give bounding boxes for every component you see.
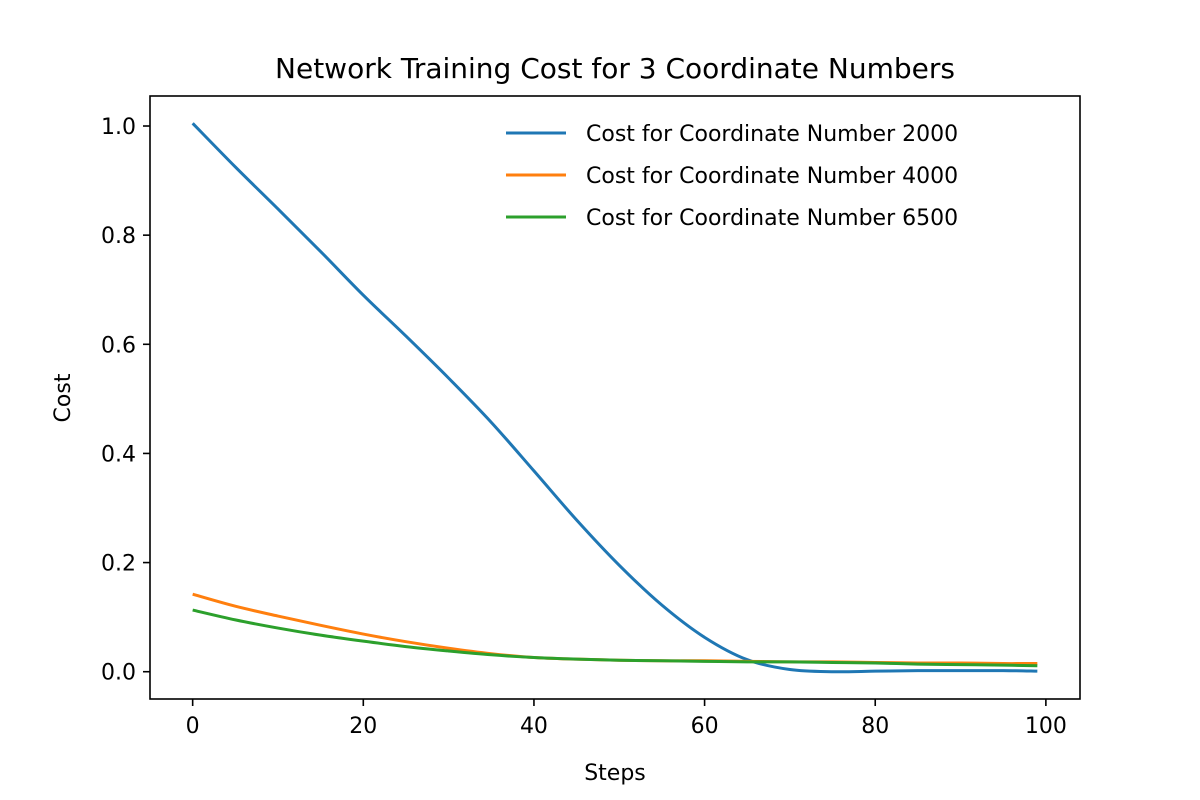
x-tick-label: 80 bbox=[861, 714, 889, 739]
x-tick-label: 100 bbox=[1025, 714, 1067, 739]
y-tick-label: 0.4 bbox=[101, 442, 136, 467]
y-tick-label: 0.6 bbox=[101, 333, 136, 358]
legend: Cost for Coordinate Number 2000 Cost for … bbox=[506, 122, 958, 231]
series-line-3 bbox=[192, 608, 1038, 668]
y-tick-label: 0.8 bbox=[101, 224, 136, 249]
series-layer bbox=[191, 122, 1038, 674]
y-tick-label: 0.2 bbox=[101, 552, 136, 577]
x-axis: 0 20 40 60 80 100 bbox=[186, 699, 1067, 739]
legend-entry: Cost for Coordinate Number 4000 bbox=[586, 164, 958, 189]
y-axis: 0.0 0.2 0.4 0.6 0.8 1.0 bbox=[101, 115, 150, 686]
x-tick-label: 40 bbox=[520, 714, 548, 739]
chart-title: Network Training Cost for 3 Coordinate N… bbox=[275, 52, 955, 85]
x-axis-label: Steps bbox=[584, 761, 646, 786]
y-tick-label: 0.0 bbox=[101, 661, 136, 686]
x-tick-label: 20 bbox=[349, 714, 377, 739]
y-axis-label: Cost bbox=[51, 373, 76, 422]
plot-frame bbox=[149, 95, 1081, 700]
x-tick-label: 60 bbox=[691, 714, 719, 739]
x-tick-label: 0 bbox=[186, 714, 200, 739]
y-tick-label: 1.0 bbox=[101, 115, 136, 140]
series-line-1 bbox=[191, 122, 1038, 674]
legend-entry: Cost for Coordinate Number 6500 bbox=[586, 206, 958, 231]
legend-entry: Cost for Coordinate Number 2000 bbox=[586, 122, 958, 147]
